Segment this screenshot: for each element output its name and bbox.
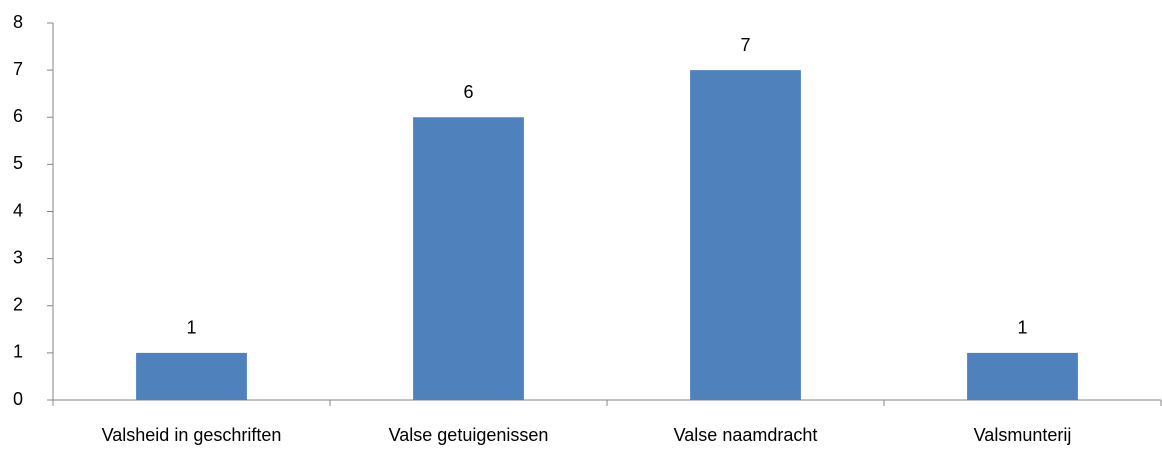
bar	[413, 117, 524, 400]
y-tick-label: 5	[13, 153, 23, 173]
y-tick-label: 4	[13, 200, 23, 220]
y-tick-label: 6	[13, 106, 23, 126]
x-tick-label: Valse naamdracht	[674, 425, 818, 445]
data-label: 1	[1017, 318, 1027, 338]
y-tick-label: 2	[13, 295, 23, 315]
y-tick-label: 1	[13, 342, 23, 362]
y-tick-label: 7	[13, 59, 23, 79]
data-label: 6	[463, 82, 473, 102]
x-tick-label: Valsheid in geschriften	[102, 425, 282, 445]
y-tick-label: 8	[13, 12, 23, 32]
data-label: 7	[740, 35, 750, 55]
x-tick-label: Valsmunterij	[974, 425, 1072, 445]
y-tick-label: 0	[13, 389, 23, 409]
data-label: 1	[186, 318, 196, 338]
bar	[690, 70, 801, 400]
bar	[136, 352, 247, 400]
y-tick-label: 3	[13, 247, 23, 267]
x-tick-label: Valse getuigenissen	[389, 425, 549, 445]
bar	[967, 352, 1078, 400]
